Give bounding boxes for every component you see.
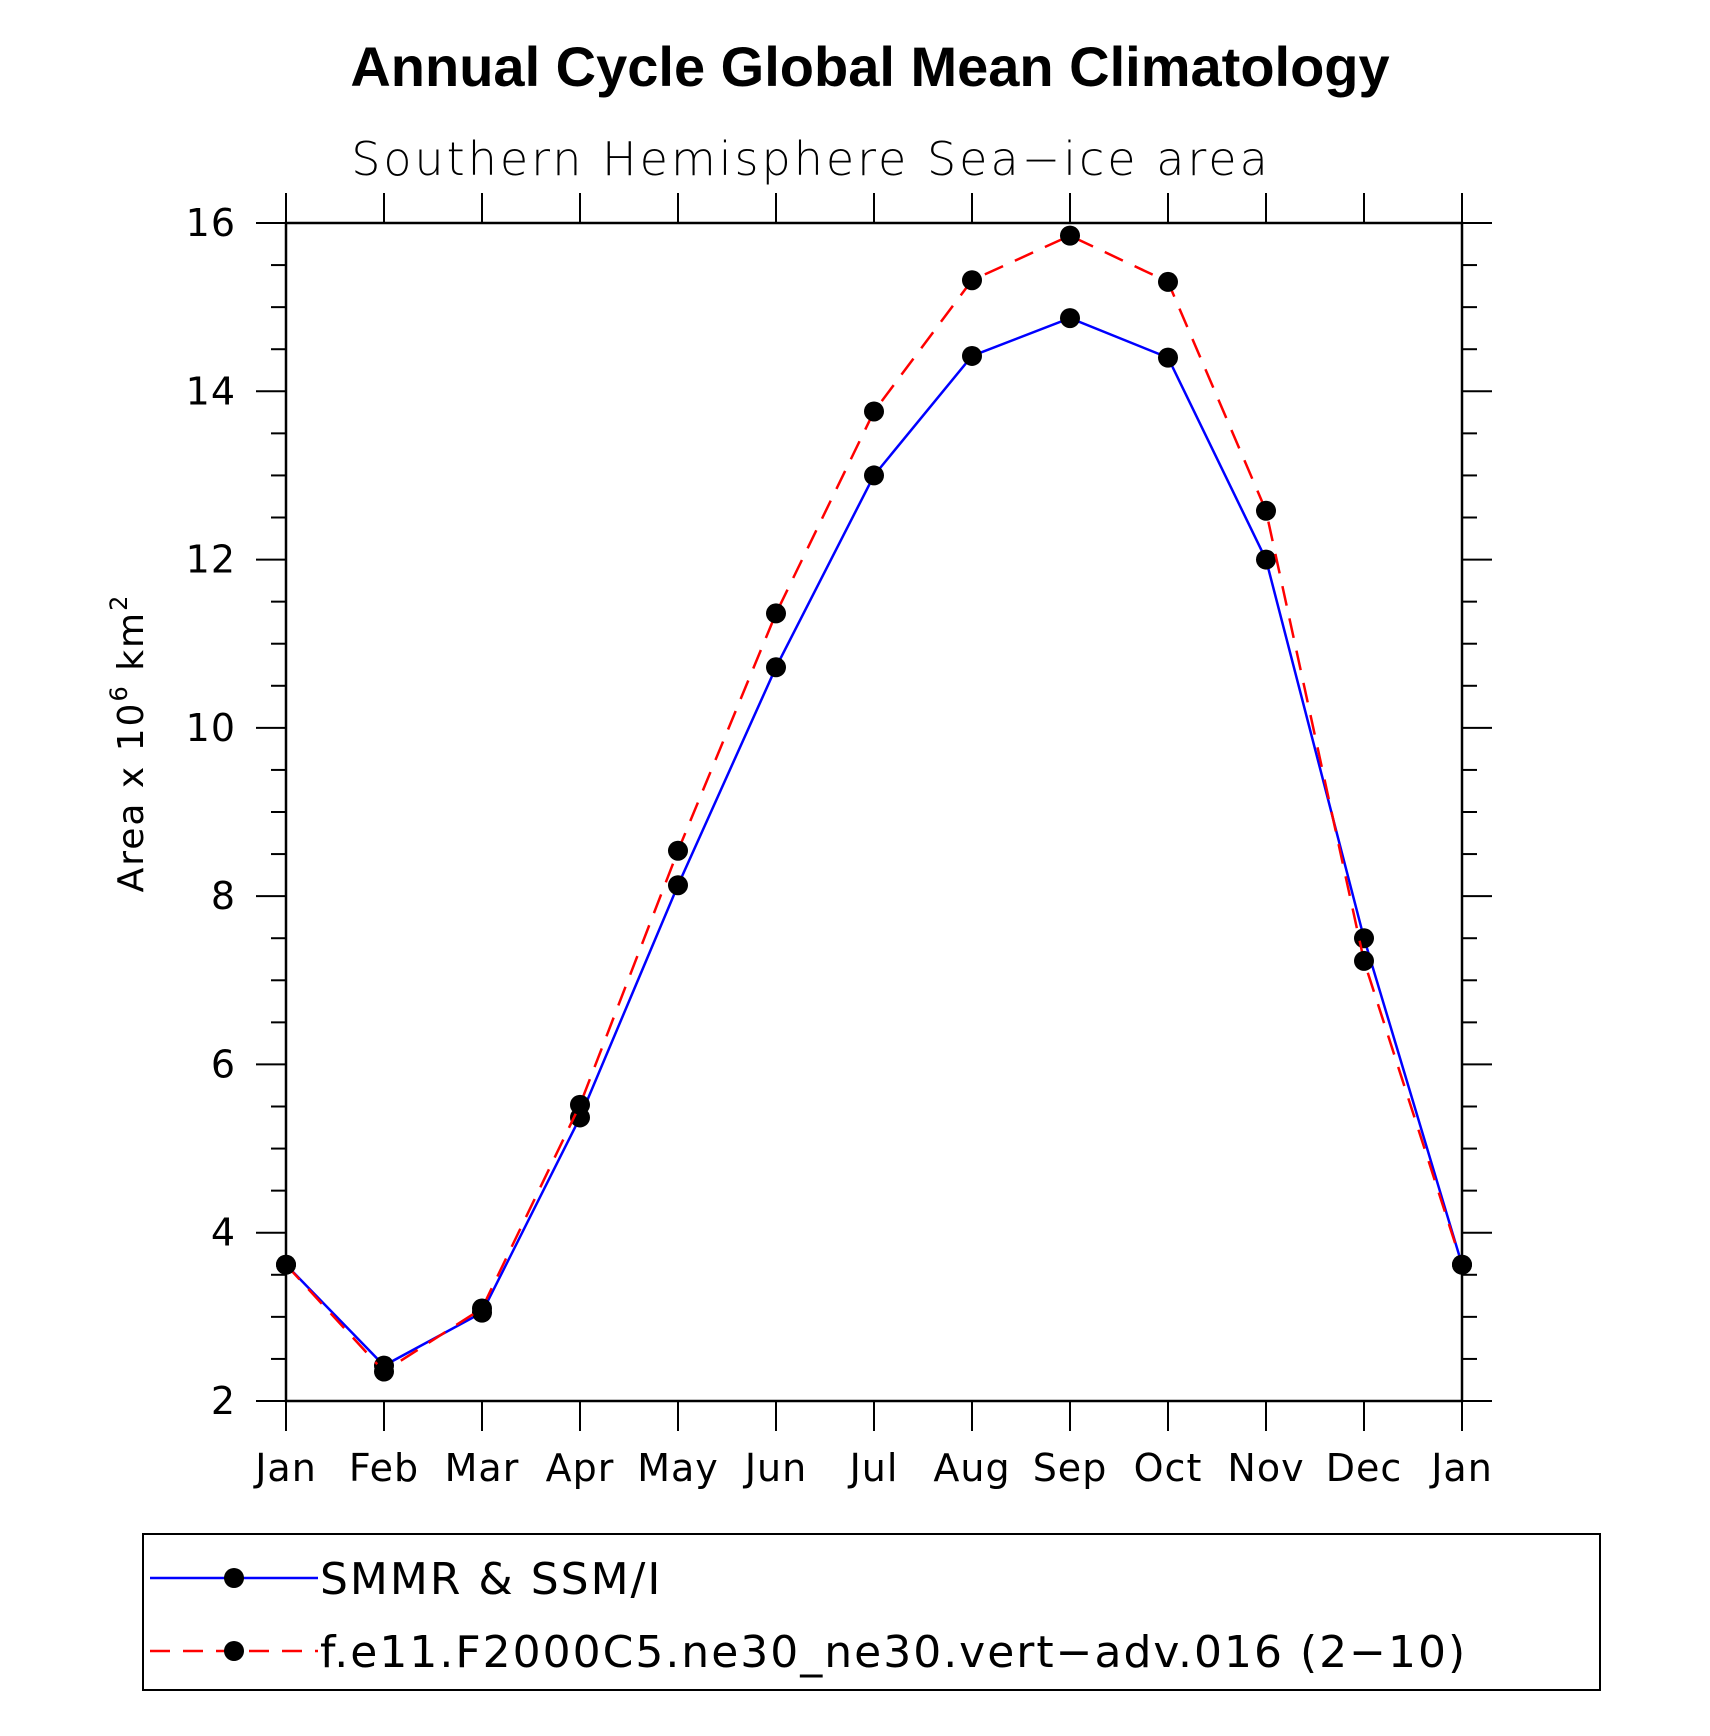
- x-tick-label: Oct: [1134, 1446, 1203, 1490]
- x-tick-label: Dec: [1326, 1446, 1403, 1490]
- series-layer: [276, 225, 1472, 1382]
- legend-marker-series-2: [224, 1641, 244, 1661]
- y-tick-label: 10: [186, 706, 236, 750]
- data-point: [1060, 308, 1080, 329]
- data-point: [962, 345, 982, 366]
- x-tick-label: Sep: [1033, 1446, 1108, 1490]
- x-tick-label: Mar: [445, 1446, 520, 1490]
- legend-box: [142, 1533, 1601, 1691]
- data-point: [570, 1094, 590, 1115]
- x-tick-label: Jan: [253, 1446, 317, 1490]
- chart-title: Annual Cycle Global Mean Climatology: [350, 35, 1389, 98]
- y-tick-label: 2: [211, 1379, 236, 1423]
- x-tick-label: Apr: [546, 1446, 615, 1490]
- y-tick-label: 16: [186, 201, 236, 245]
- data-point: [374, 1361, 394, 1382]
- data-point: [472, 1298, 492, 1319]
- data-point: [1158, 271, 1178, 292]
- data-point: [1256, 500, 1276, 521]
- x-tick-label: Jul: [848, 1446, 899, 1490]
- y-tick-labels: 2 4 6 8 10 12 14 16: [186, 201, 236, 1423]
- y-tick-label: 14: [186, 369, 236, 413]
- series-1: [276, 308, 1472, 1376]
- series-2: [276, 225, 1472, 1382]
- data-point: [1060, 225, 1080, 246]
- plot-axes: [256, 193, 1492, 1431]
- x-tick-label: May: [637, 1446, 719, 1490]
- data-point: [1158, 347, 1178, 368]
- plot-frame: [284, 221, 1464, 1403]
- x-tick-label: Jan: [1429, 1446, 1493, 1490]
- legend-label-series-1: SMMR & SSM/I: [320, 1554, 662, 1605]
- data-point: [962, 270, 982, 291]
- y-tick-label: 8: [211, 874, 236, 918]
- x-tick-label: Nov: [1227, 1446, 1304, 1490]
- legend: SMMR & SSM/I f.e11.F2000C5.ne30_ne30.ver…: [142, 1533, 1601, 1691]
- y-axis-label: Area x 106 km2: [105, 594, 152, 893]
- y-tick-label: 12: [186, 538, 236, 582]
- legend-marker-series-1: [224, 1568, 244, 1588]
- data-point: [668, 875, 688, 896]
- y-tick-label: 6: [211, 1042, 236, 1086]
- data-point: [864, 401, 884, 422]
- data-point: [1452, 1254, 1472, 1275]
- data-point: [766, 657, 786, 678]
- y-tick-label: 4: [211, 1211, 236, 1255]
- x-tick-label: Feb: [349, 1446, 419, 1490]
- data-point: [766, 603, 786, 624]
- x-tick-label: Jun: [743, 1446, 807, 1490]
- x-tick-label: Aug: [933, 1446, 1010, 1490]
- data-point: [668, 840, 688, 861]
- chart-subtitle: Southern Hemisphere Sea−ice area: [351, 132, 1271, 186]
- legend-label-series-2: f.e11.F2000C5.ne30_ne30.vert−adv.016 (2−…: [320, 1627, 1467, 1678]
- data-point: [1354, 950, 1374, 971]
- data-point: [864, 465, 884, 486]
- data-point: [1256, 549, 1276, 570]
- data-point: [276, 1254, 296, 1275]
- x-tick-labels: Jan Feb Mar Apr May Jun Jul Aug Sep Oct Nov Dec Jan: [253, 1446, 1493, 1490]
- data-point: [1354, 928, 1374, 949]
